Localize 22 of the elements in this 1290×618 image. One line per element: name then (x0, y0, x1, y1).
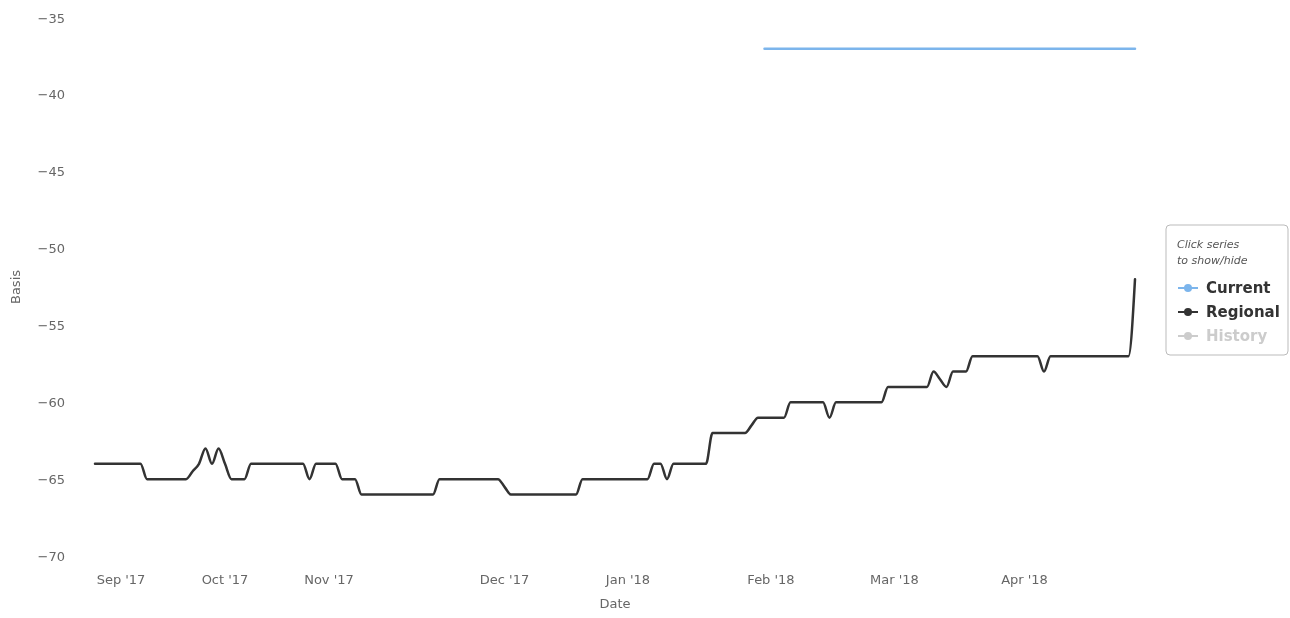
x-tick-label: Oct '17 (201, 572, 249, 587)
y-tick-label: −55 (37, 317, 65, 333)
x-tick-label: Mar '18 (870, 572, 919, 587)
x-tick-label: Apr '18 (1001, 572, 1048, 587)
y-tick-label: −65 (37, 471, 65, 487)
x-tick-label: Jan '18 (604, 572, 651, 587)
x-tick-label: Nov '17 (304, 572, 354, 587)
x-tick-label: Sep '17 (96, 572, 146, 587)
y-tick-label: −45 (37, 164, 65, 180)
y-axis-title: Basis (8, 269, 23, 305)
y-tick-label: −40 (37, 87, 65, 103)
y-tick-label: −35 (37, 10, 65, 26)
y-tick-label: −60 (37, 394, 65, 410)
legend-label: Regional (1206, 303, 1280, 322)
x-tick-label: Feb '18 (747, 572, 795, 587)
line-series (93, 278, 1137, 496)
legend-title: Click series to show/hide (1177, 238, 1248, 267)
x-tick-label: Dec '17 (479, 572, 530, 587)
y-tick-label: −70 (37, 548, 65, 564)
legend-label: Current (1206, 279, 1271, 298)
x-axis-title: Date (599, 596, 631, 611)
y-tick-label: −50 (37, 241, 65, 257)
